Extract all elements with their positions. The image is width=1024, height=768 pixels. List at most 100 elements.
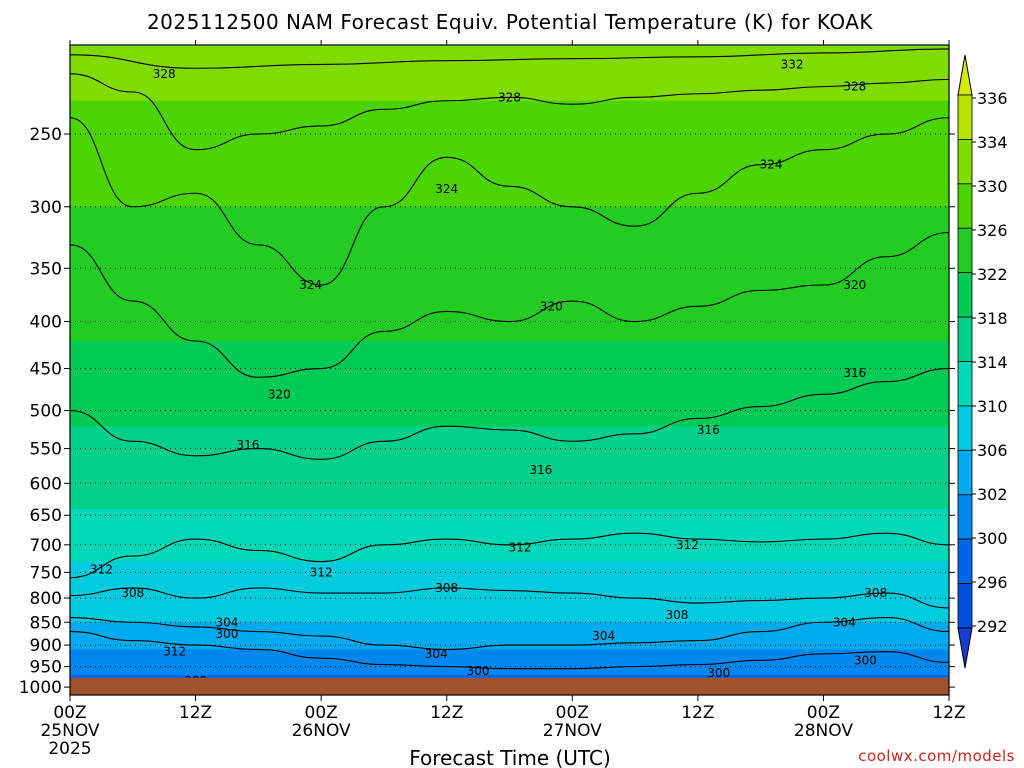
colorbar-label: 334 bbox=[977, 133, 1008, 152]
y-tick-label: 950 bbox=[30, 658, 62, 678]
x-tick-label: 26NOV bbox=[292, 721, 351, 741]
terrain-ground bbox=[70, 678, 949, 695]
x-tick-label: 00Z bbox=[556, 703, 589, 723]
contour-layer bbox=[70, 48, 949, 670]
colorbar-bottom-arrow bbox=[957, 627, 973, 669]
contour-label: 320 bbox=[540, 299, 563, 313]
y-tick-label: 300 bbox=[30, 198, 62, 218]
x-tick-label: 00Z bbox=[305, 703, 338, 723]
colorbar-label: 302 bbox=[977, 485, 1008, 504]
fill-band-316 bbox=[70, 426, 949, 522]
x-tick-label: 12Z bbox=[430, 703, 463, 723]
contour-label: 316 bbox=[529, 463, 552, 477]
colorbar-segment bbox=[957, 449, 973, 496]
colorbar-segment bbox=[957, 583, 973, 629]
y-tick-label: 900 bbox=[30, 636, 62, 656]
contour-label: 324 bbox=[299, 278, 322, 292]
y-axis: 250 300 350 400 450 500 550 600 650 700 750 800 850 9… bbox=[19, 125, 955, 698]
y-tick-label: 450 bbox=[30, 360, 62, 380]
contour-label: 304 bbox=[833, 615, 856, 629]
y-tick-label: 850 bbox=[30, 613, 62, 633]
y-tick-label: 400 bbox=[30, 313, 62, 333]
x-tick-label: 28NOV bbox=[794, 721, 853, 741]
contour-328 bbox=[70, 73, 949, 151]
contour-label: 312 bbox=[509, 541, 532, 555]
colorbar-label: 310 bbox=[977, 397, 1008, 416]
contour-300 bbox=[70, 630, 949, 670]
x-tick-label: 12Z bbox=[932, 703, 965, 723]
contour-label: 316 bbox=[843, 366, 866, 380]
contour-332 bbox=[70, 48, 949, 69]
colorbar-segment bbox=[957, 494, 973, 540]
y-tick-label: 350 bbox=[30, 259, 62, 279]
colorbar-label: 318 bbox=[977, 309, 1008, 328]
x-axis-label: Forecast Time (UTC) bbox=[409, 746, 611, 768]
x-tick-label: 00Z bbox=[807, 703, 840, 723]
y-tick-label: 700 bbox=[30, 536, 62, 556]
colorbar-label: 326 bbox=[977, 221, 1008, 240]
x-tick-label: 27NOV bbox=[543, 721, 602, 741]
colorbar-label: 296 bbox=[977, 573, 1008, 592]
colorbar-label: 330 bbox=[977, 177, 1008, 196]
colorbar-segment bbox=[957, 272, 973, 318]
contour-316 bbox=[70, 367, 949, 460]
y-tick-label: 1000 bbox=[19, 678, 62, 698]
colorbar-segment bbox=[957, 316, 973, 362]
contour-label: 304 bbox=[592, 629, 615, 643]
contour-308 bbox=[70, 587, 949, 609]
colorbar-segment bbox=[957, 405, 973, 451]
contour-label: 316 bbox=[697, 423, 720, 437]
contour-label: 328 bbox=[153, 67, 176, 81]
colorbar-label: 336 bbox=[977, 89, 1008, 108]
y-tick-label: 650 bbox=[30, 506, 62, 526]
colorbar-segment bbox=[957, 183, 973, 229]
contour-label: 320 bbox=[843, 278, 866, 292]
contour-label: 300 bbox=[854, 653, 877, 667]
y-tick-label: 600 bbox=[30, 474, 62, 494]
contour-304 bbox=[70, 616, 949, 651]
colorbar-segment bbox=[957, 361, 973, 407]
x-tick-label: 12Z bbox=[681, 703, 714, 723]
credit-text: coolwx.com/models bbox=[858, 747, 1015, 765]
contour-label: 304 bbox=[216, 615, 239, 629]
contour-label: 324 bbox=[435, 182, 458, 196]
fill-band-323 bbox=[70, 206, 949, 360]
colorbar-label: 300 bbox=[977, 529, 1008, 548]
contour-label-layer: 332 328 328 328 324 324 324 320 320 320 316 316 316 3… bbox=[90, 57, 887, 688]
contour-label: 328 bbox=[843, 80, 866, 94]
colorbar-label: 322 bbox=[977, 265, 1008, 284]
contour-label: 316 bbox=[236, 438, 259, 452]
x-tick-label: 25NOV bbox=[40, 721, 99, 741]
y-tick-label: 800 bbox=[30, 589, 62, 609]
y-tick-label: 750 bbox=[30, 563, 62, 583]
contour-label: 308 bbox=[665, 608, 688, 622]
colorbar-label: 292 bbox=[977, 617, 1008, 636]
contour-label: 312 bbox=[310, 565, 333, 579]
contour-label: 300 bbox=[707, 666, 730, 680]
colorbar: 336 334 330 326 322 318 314 310 306 302 300 296 292 bbox=[957, 54, 1008, 669]
contour-label: 328 bbox=[498, 90, 521, 104]
contour-label: 320 bbox=[268, 387, 291, 401]
contour-label: 312 bbox=[163, 645, 186, 659]
x-tick-label: 00Z bbox=[53, 703, 86, 723]
colorbar-segment bbox=[957, 94, 973, 140]
contour-324 bbox=[70, 117, 949, 286]
x-tick-label: 2025 bbox=[48, 739, 91, 759]
colorbar-top-arrow bbox=[957, 54, 973, 96]
y-tick-label: 500 bbox=[30, 402, 62, 422]
contour-label: 308 bbox=[435, 581, 458, 595]
colorbar-segment bbox=[957, 139, 973, 185]
contour-label: 300 bbox=[216, 627, 239, 641]
fill-band-319 bbox=[70, 341, 949, 442]
plot-frame bbox=[69, 44, 950, 696]
contour-312 bbox=[70, 532, 949, 579]
colorbar-segment bbox=[957, 227, 973, 274]
colorbar-label: 314 bbox=[977, 353, 1008, 372]
y-tick-label: 550 bbox=[30, 440, 62, 460]
contour-label: 312 bbox=[676, 538, 699, 552]
y-tick-label: 250 bbox=[30, 125, 62, 145]
contour-label: 324 bbox=[760, 158, 783, 172]
contour-label: 308 bbox=[864, 586, 887, 600]
